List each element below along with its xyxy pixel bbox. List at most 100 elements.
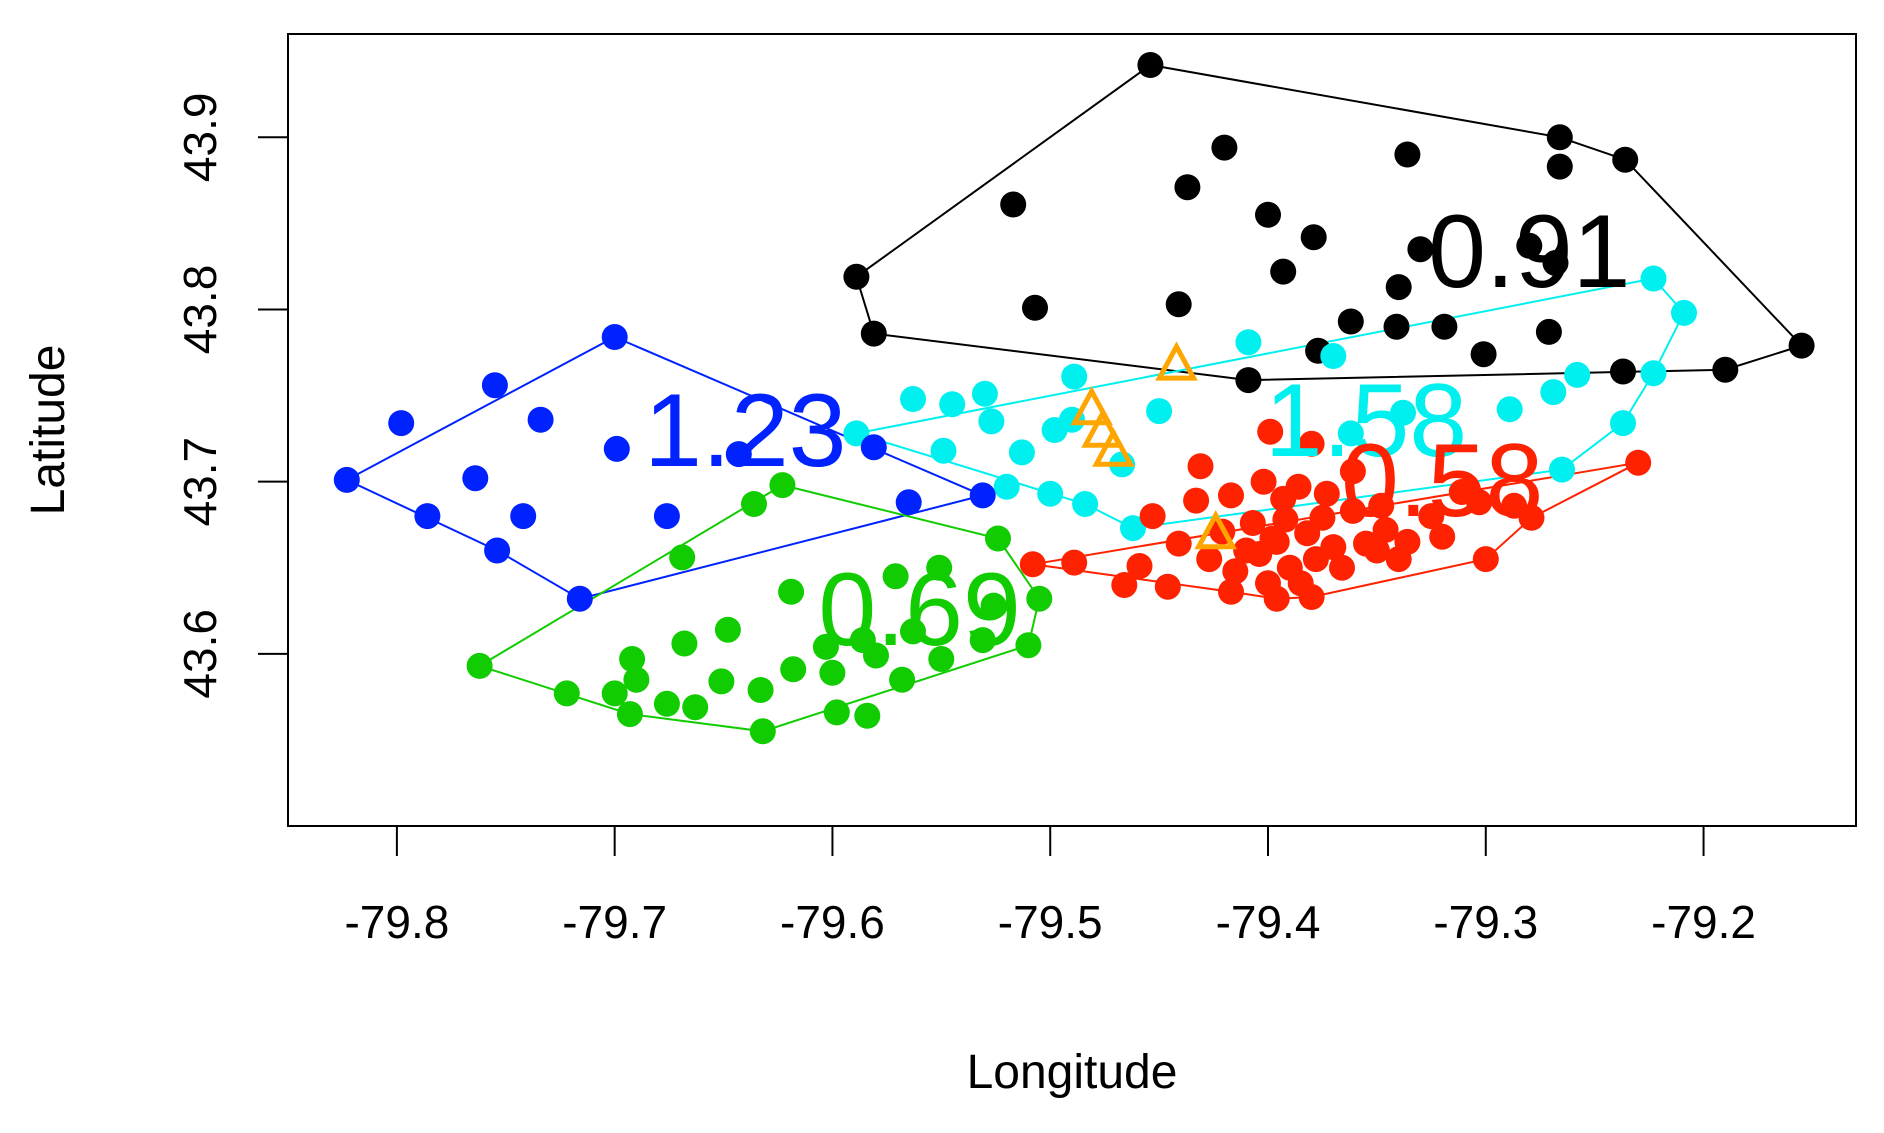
data-point bbox=[553, 680, 580, 707]
data-point bbox=[1385, 546, 1412, 573]
data-point bbox=[1429, 523, 1456, 550]
data-point bbox=[969, 627, 996, 654]
data-point bbox=[1037, 480, 1064, 507]
data-point bbox=[1008, 439, 1035, 466]
data-point bbox=[930, 437, 957, 464]
data-point bbox=[1339, 458, 1366, 485]
data-point bbox=[1712, 356, 1739, 383]
data-point bbox=[819, 659, 846, 686]
data-point bbox=[462, 465, 489, 492]
data-point bbox=[1431, 313, 1458, 340]
data-point bbox=[1211, 134, 1238, 161]
x-tick-label: -79.8 bbox=[344, 896, 449, 948]
data-point bbox=[1061, 549, 1088, 576]
data-point bbox=[566, 585, 593, 612]
data-point bbox=[1019, 551, 1046, 578]
data-point bbox=[1298, 430, 1325, 457]
data-point bbox=[1309, 504, 1336, 531]
data-point bbox=[1233, 537, 1260, 564]
data-point bbox=[1146, 398, 1173, 425]
triangle-point bbox=[1194, 510, 1238, 550]
data-point bbox=[843, 420, 870, 447]
data-point bbox=[778, 578, 805, 605]
cluster-label: 1.58 bbox=[1265, 363, 1467, 479]
data-point bbox=[1625, 449, 1652, 476]
data-point bbox=[823, 699, 850, 726]
cluster-label: 0.58 bbox=[1341, 423, 1543, 539]
data-point bbox=[1126, 553, 1153, 579]
data-point bbox=[601, 680, 628, 707]
cluster-label: 0.91 bbox=[1428, 194, 1630, 310]
y-tick-label: 43.6 bbox=[174, 609, 226, 699]
data-point bbox=[1546, 153, 1573, 180]
y-tick-label: 43.7 bbox=[174, 437, 226, 527]
data-point bbox=[1015, 632, 1042, 659]
data-point bbox=[1320, 343, 1347, 369]
data-point bbox=[1022, 294, 1048, 321]
axes: -79.8 -79.7 -79.6 -79.5 -79.4 -79.3 -79.2 43.6 4… bbox=[174, 33, 1857, 948]
data-point bbox=[1000, 191, 1027, 218]
data-point bbox=[1235, 367, 1262, 394]
data-point bbox=[1302, 546, 1329, 573]
data-point bbox=[1496, 396, 1523, 423]
data-point bbox=[1287, 570, 1314, 597]
data-point bbox=[1640, 360, 1667, 387]
triangle-point bbox=[1081, 408, 1124, 448]
data-point bbox=[939, 391, 966, 418]
data-point bbox=[623, 666, 650, 693]
data-point bbox=[708, 668, 735, 695]
data-point bbox=[1270, 485, 1297, 512]
data-point bbox=[1239, 510, 1266, 536]
y-tick-label: 43.9 bbox=[174, 93, 226, 183]
data-point bbox=[484, 537, 511, 564]
data-point bbox=[653, 690, 680, 717]
data-point bbox=[1329, 554, 1355, 581]
data-point bbox=[749, 718, 776, 745]
data-point bbox=[1218, 578, 1244, 605]
data-point bbox=[1255, 570, 1281, 597]
data-point bbox=[1612, 146, 1639, 173]
data-point bbox=[414, 503, 441, 530]
triangle-point bbox=[1092, 427, 1135, 467]
data-point bbox=[1111, 572, 1138, 598]
data-point bbox=[1470, 341, 1497, 368]
data-point bbox=[1394, 141, 1421, 168]
data-point bbox=[1610, 410, 1636, 437]
data-point bbox=[527, 406, 554, 433]
data-point bbox=[1218, 482, 1244, 509]
data-point bbox=[725, 441, 752, 468]
data-point bbox=[1154, 573, 1181, 600]
data-point bbox=[769, 472, 796, 499]
data-point bbox=[1300, 224, 1327, 251]
data-point bbox=[854, 702, 881, 729]
data-point bbox=[619, 646, 646, 672]
data-point bbox=[889, 666, 916, 693]
data-point bbox=[388, 410, 415, 437]
data-point bbox=[900, 386, 926, 412]
data-point bbox=[510, 503, 537, 530]
data-point bbox=[1337, 308, 1364, 335]
data-point bbox=[1187, 453, 1214, 480]
data-point bbox=[1472, 546, 1499, 573]
data-point bbox=[1196, 546, 1223, 573]
data-point bbox=[900, 618, 926, 645]
data-point bbox=[1363, 537, 1390, 564]
data-point bbox=[682, 694, 709, 721]
data-point bbox=[971, 380, 998, 407]
data-point bbox=[1183, 487, 1210, 514]
data-point bbox=[882, 563, 909, 590]
x-axis-title: Longitude bbox=[967, 1046, 1178, 1099]
x-tick-label: -79.3 bbox=[1433, 896, 1538, 948]
data-point bbox=[481, 372, 508, 399]
x-tick-label: -79.2 bbox=[1651, 896, 1756, 948]
triangle-point bbox=[1155, 341, 1198, 381]
data-point bbox=[863, 642, 889, 669]
data-point bbox=[1390, 399, 1416, 426]
data-point bbox=[653, 503, 680, 530]
data-point bbox=[1041, 417, 1068, 443]
data-point bbox=[860, 434, 887, 461]
data-point bbox=[993, 473, 1020, 500]
data-point bbox=[671, 630, 698, 657]
data-point bbox=[1516, 232, 1543, 259]
